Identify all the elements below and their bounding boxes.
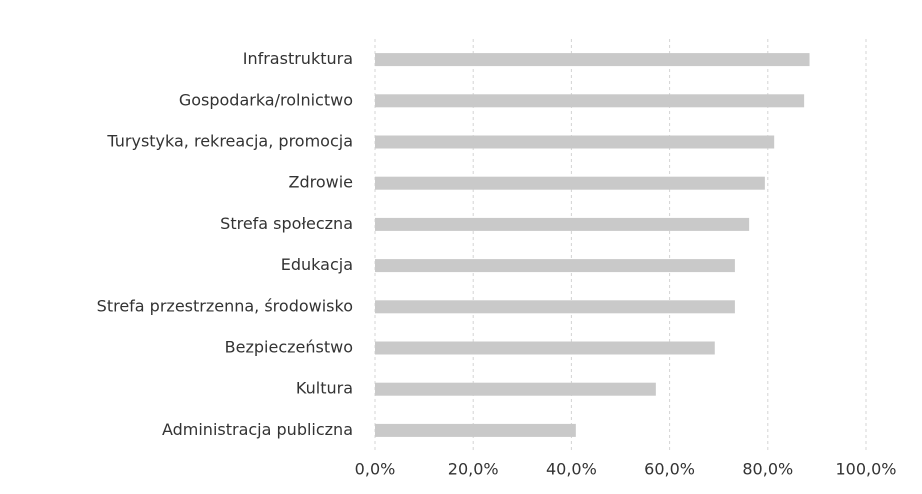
y-tick-label: Gospodarka/rolnictwo [179, 90, 353, 109]
y-tick-label: Kultura [296, 379, 353, 398]
x-tick-label: 40,0% [546, 460, 597, 479]
y-tick-label: Edukacja [281, 255, 353, 274]
y-tick-label: Administracja publiczna [162, 420, 353, 439]
y-tick-label: Strefa przestrzenna, środowisko [97, 296, 353, 315]
bar [375, 94, 805, 108]
x-tick-label: 60,0% [644, 460, 695, 479]
x-tick-label: 100,0% [835, 460, 896, 479]
x-tick-label: 0,0% [355, 460, 396, 479]
x-tick-label: 20,0% [448, 460, 499, 479]
bar [375, 53, 810, 67]
y-tick-label: Turystyka, rekreacja, promocja [106, 132, 353, 151]
y-tick-label: Strefa społeczna [220, 214, 353, 233]
y-tick-label: Infrastruktura [243, 49, 353, 68]
bar [375, 259, 735, 273]
bar [375, 217, 750, 231]
bar [375, 176, 765, 190]
bar [375, 341, 715, 355]
x-tick-label: 80,0% [742, 460, 793, 479]
bar [375, 382, 656, 396]
y-tick-label: Zdrowie [288, 173, 353, 192]
bar [375, 423, 576, 437]
bar [375, 135, 775, 149]
bar [375, 300, 735, 314]
y-tick-label: Bezpieczeństwo [225, 338, 353, 357]
